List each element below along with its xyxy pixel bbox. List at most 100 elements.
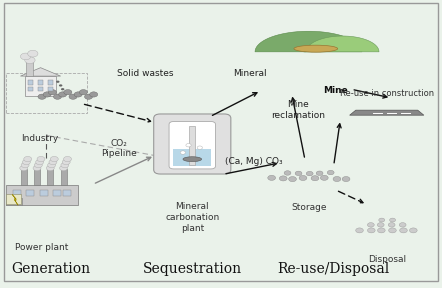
Polygon shape — [12, 194, 18, 205]
Text: Industry: Industry — [21, 134, 58, 143]
Polygon shape — [27, 190, 34, 196]
Circle shape — [367, 228, 375, 233]
Circle shape — [50, 156, 58, 162]
Text: Re-use in construction: Re-use in construction — [340, 89, 434, 98]
Circle shape — [37, 156, 45, 162]
Circle shape — [49, 160, 57, 165]
Text: Generation: Generation — [11, 262, 91, 276]
Circle shape — [342, 177, 350, 182]
Circle shape — [90, 92, 98, 97]
Circle shape — [186, 143, 191, 147]
Text: Mine: Mine — [324, 86, 348, 95]
Polygon shape — [174, 149, 211, 166]
Polygon shape — [27, 87, 34, 92]
Circle shape — [320, 175, 328, 180]
Polygon shape — [350, 110, 424, 115]
Text: Mineral
carbonation
plant: Mineral carbonation plant — [165, 202, 219, 233]
Circle shape — [23, 160, 30, 165]
Circle shape — [21, 162, 29, 168]
Polygon shape — [38, 80, 43, 85]
Circle shape — [69, 94, 77, 99]
Text: Solid wastes: Solid wastes — [117, 69, 174, 78]
Circle shape — [62, 160, 70, 165]
Circle shape — [25, 57, 35, 64]
Circle shape — [410, 228, 417, 233]
Circle shape — [306, 171, 313, 176]
Text: Mineral: Mineral — [233, 69, 267, 78]
Polygon shape — [47, 169, 53, 185]
Polygon shape — [5, 198, 22, 205]
Circle shape — [60, 166, 68, 171]
Circle shape — [84, 94, 92, 99]
FancyBboxPatch shape — [169, 122, 216, 169]
Circle shape — [59, 92, 67, 97]
Circle shape — [379, 218, 385, 222]
Polygon shape — [48, 87, 53, 92]
Circle shape — [36, 160, 44, 165]
Polygon shape — [21, 169, 27, 185]
Circle shape — [299, 175, 307, 181]
Polygon shape — [20, 68, 61, 76]
Circle shape — [356, 228, 363, 233]
FancyBboxPatch shape — [154, 114, 231, 174]
Circle shape — [389, 228, 396, 233]
Circle shape — [20, 166, 28, 171]
Circle shape — [289, 177, 297, 182]
Circle shape — [311, 176, 319, 181]
Circle shape — [399, 223, 406, 227]
Circle shape — [53, 94, 61, 99]
FancyBboxPatch shape — [4, 3, 438, 281]
Circle shape — [284, 171, 291, 175]
Polygon shape — [40, 190, 48, 196]
Circle shape — [389, 218, 396, 222]
Circle shape — [388, 223, 395, 227]
Text: Mine
reclamation: Mine reclamation — [271, 100, 325, 120]
Polygon shape — [304, 36, 379, 52]
Polygon shape — [25, 76, 57, 96]
Circle shape — [80, 90, 88, 95]
Ellipse shape — [294, 45, 338, 52]
Polygon shape — [189, 126, 195, 165]
Text: Disposal: Disposal — [368, 255, 406, 264]
Circle shape — [400, 228, 407, 233]
Polygon shape — [63, 190, 71, 196]
Circle shape — [61, 162, 69, 168]
Circle shape — [33, 166, 41, 171]
Polygon shape — [38, 87, 43, 92]
Text: (Ca, Mg) CO₃: (Ca, Mg) CO₃ — [225, 157, 283, 166]
Circle shape — [56, 81, 60, 83]
Polygon shape — [34, 169, 40, 185]
Circle shape — [295, 171, 302, 176]
Polygon shape — [5, 185, 79, 205]
Circle shape — [34, 162, 42, 168]
Polygon shape — [255, 31, 362, 52]
Polygon shape — [61, 169, 67, 185]
Text: Sequestration: Sequestration — [143, 262, 242, 276]
Circle shape — [74, 92, 82, 97]
Circle shape — [64, 156, 72, 162]
Circle shape — [377, 223, 384, 227]
Circle shape — [64, 90, 72, 95]
Circle shape — [24, 156, 32, 162]
Circle shape — [38, 94, 46, 99]
Polygon shape — [48, 80, 53, 85]
Circle shape — [46, 166, 54, 171]
Circle shape — [180, 151, 186, 154]
Circle shape — [316, 171, 323, 175]
Circle shape — [268, 175, 275, 180]
Circle shape — [377, 228, 385, 233]
Polygon shape — [6, 194, 22, 204]
Circle shape — [27, 50, 38, 57]
Text: Storage: Storage — [292, 203, 327, 212]
Text: Power plant: Power plant — [15, 243, 69, 252]
Circle shape — [367, 223, 374, 227]
Text: Re-use/Disposal: Re-use/Disposal — [278, 262, 390, 276]
Text: CO₂
Pipeline: CO₂ Pipeline — [102, 139, 137, 158]
Circle shape — [48, 162, 56, 168]
Circle shape — [43, 92, 51, 97]
Polygon shape — [26, 62, 34, 76]
Circle shape — [279, 176, 287, 181]
Circle shape — [61, 88, 65, 90]
Circle shape — [327, 170, 334, 175]
Circle shape — [20, 53, 31, 60]
